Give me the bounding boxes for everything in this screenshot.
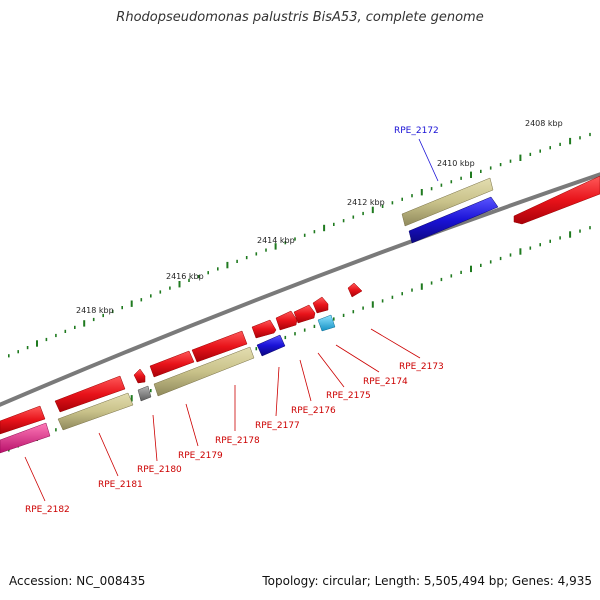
gene-feature-rpe2173[interactable]: [347, 282, 363, 298]
gene-feature-rpe2181-tan[interactable]: [57, 392, 134, 431]
gene-label-rpe2173[interactable]: RPE_2173: [399, 362, 444, 372]
leader-rpe2180: [152, 414, 158, 462]
gene-feature-rpe2181-red[interactable]: [54, 375, 126, 413]
leader-rpe2174: [335, 344, 380, 373]
gene-feature-rpe2179[interactable]: [149, 350, 195, 378]
gene-label-rpe2177[interactable]: RPE_2177: [255, 421, 300, 431]
scale-label-2412: 2412 kbp: [347, 198, 385, 207]
accession-text: Accession: NC_008435: [9, 574, 146, 588]
scale-ticks-upper: [8, 132, 591, 358]
gene-label-rpe2182[interactable]: RPE_2182: [25, 505, 70, 515]
leader-rpe2176: [299, 359, 312, 402]
gene-feature-rpe2172-tan[interactable]: [401, 177, 494, 227]
leader-rpe2177: [275, 366, 280, 417]
gene-feature-rpe2175[interactable]: [312, 296, 329, 314]
genome-backbone: [0, 172, 600, 407]
gene-feature-rpe2177b[interactable]: [251, 319, 277, 339]
gene-features: [0, 175, 600, 454]
gene-feature-rpe2176b[interactable]: [275, 310, 298, 331]
gene-feature-rpe2172-blue[interactable]: [408, 196, 499, 244]
gene-label-rpe2176[interactable]: RPE_2176: [291, 406, 336, 416]
gene-feature-rpe2182-magenta[interactable]: [0, 422, 51, 454]
gene-feature-rpe2180-gray[interactable]: [137, 385, 152, 402]
gene-feature-rpe2177[interactable]: [256, 334, 286, 357]
gene-label-rpe2172[interactable]: RPE_2172: [394, 126, 439, 136]
gene-feature-rpe2178-red[interactable]: [191, 330, 248, 363]
gene-label-rpe2179[interactable]: RPE_2179: [178, 451, 223, 461]
gene-feature-rpe2182-red[interactable]: [0, 405, 46, 435]
leader-rpe2182: [24, 456, 46, 502]
gene-feature-right-edge[interactable]: [513, 175, 600, 225]
leader-rpe2172: [418, 138, 439, 182]
gene-feature-rpe2180-red[interactable]: [133, 368, 146, 384]
leader-rpe2175: [317, 352, 345, 388]
gene-label-rpe2180[interactable]: RPE_2180: [137, 465, 182, 475]
genome-title: Rhodopseudomonas palustris BisA53, compl…: [116, 10, 484, 25]
scale-label-2408: 2408 kbp: [525, 119, 563, 128]
gene-feature-rpe2176[interactable]: [293, 304, 316, 324]
gene-label-rpe2178[interactable]: RPE_2178: [215, 436, 260, 446]
scale-label-2410: 2410 kbp: [437, 159, 475, 168]
leader-rpe2181: [98, 432, 119, 477]
gene-label-rpe2174[interactable]: RPE_2174: [363, 377, 408, 387]
scale-label-2416: 2416 kbp: [166, 272, 204, 281]
gene-leader-lines: [24, 138, 439, 502]
gene-feature-rpe2178-tan[interactable]: [153, 346, 255, 397]
gene-label-rpe2181[interactable]: RPE_2181: [98, 480, 143, 490]
gene-label-rpe2175[interactable]: RPE_2175: [326, 391, 371, 401]
scale-label-2414: 2414 kbp: [257, 236, 295, 245]
leader-rpe2179: [185, 403, 199, 447]
leader-rpe2173: [370, 328, 421, 359]
gene-feature-rpe2174[interactable]: [317, 314, 336, 332]
scale-label-2418: 2418 kbp: [76, 306, 114, 315]
topology-text: Topology: circular; Length: 5,505,494 bp…: [262, 574, 592, 588]
